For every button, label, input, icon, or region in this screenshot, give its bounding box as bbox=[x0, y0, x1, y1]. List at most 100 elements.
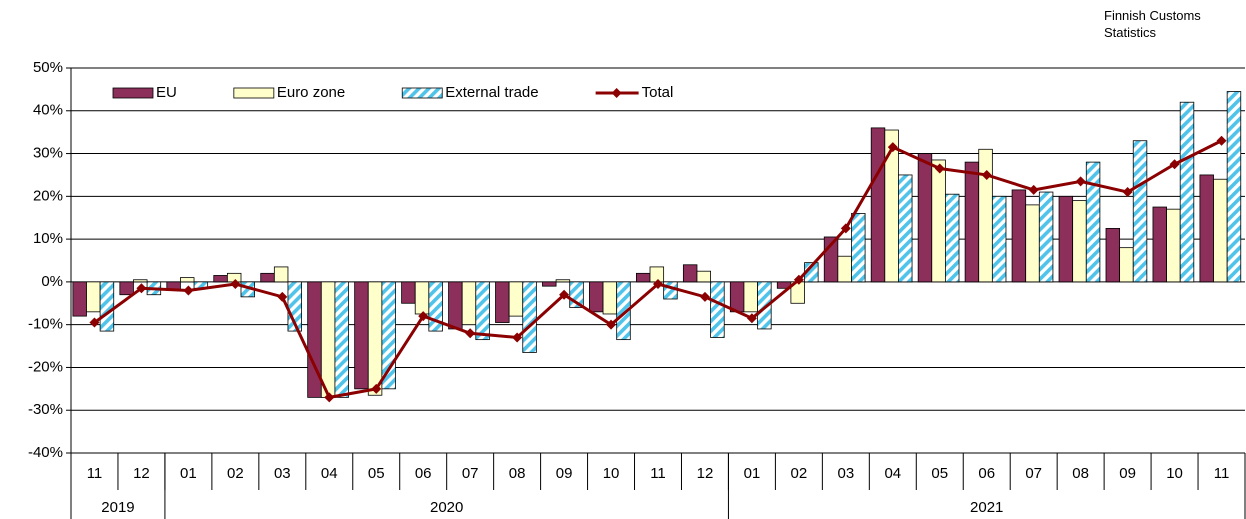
bar bbox=[334, 281, 349, 398]
line-marker bbox=[371, 383, 382, 394]
bar bbox=[1226, 91, 1242, 283]
bar bbox=[729, 281, 745, 313]
bar bbox=[944, 193, 960, 283]
year-label: 2021 bbox=[970, 499, 1003, 516]
bar bbox=[757, 281, 772, 330]
line-marker bbox=[277, 291, 288, 302]
line-marker bbox=[1028, 184, 1039, 195]
line-marker bbox=[1075, 176, 1086, 187]
x-tick-label: 01 bbox=[744, 465, 761, 482]
x-tick-label: 01 bbox=[180, 465, 197, 482]
x-tick-label: 09 bbox=[1119, 465, 1136, 482]
bar bbox=[682, 264, 698, 283]
line-marker bbox=[1169, 159, 1180, 170]
bar bbox=[1152, 206, 1167, 283]
line-marker bbox=[606, 319, 617, 330]
x-tick-label: 08 bbox=[509, 465, 526, 482]
bar bbox=[1132, 140, 1148, 283]
x-tick-label: 09 bbox=[556, 465, 573, 482]
line-marker bbox=[699, 291, 710, 302]
y-tick-label: 50% bbox=[33, 59, 63, 76]
line-marker bbox=[981, 169, 992, 180]
x-tick-label: 02 bbox=[791, 465, 808, 482]
bar bbox=[635, 272, 651, 283]
bar bbox=[649, 266, 665, 283]
x-tick-label: 06 bbox=[415, 465, 432, 482]
x-tick-label: 07 bbox=[1025, 465, 1042, 482]
bar bbox=[72, 281, 87, 317]
legend-label: Euro zone bbox=[277, 84, 345, 101]
y-tick-label: -20% bbox=[28, 358, 63, 375]
legend-label: EU bbox=[156, 84, 177, 101]
x-tick-label: 12 bbox=[133, 465, 150, 482]
bar bbox=[401, 281, 416, 304]
x-tick-label: 05 bbox=[931, 465, 948, 482]
bar bbox=[898, 174, 913, 283]
line-marker bbox=[793, 274, 804, 285]
bar bbox=[931, 159, 946, 283]
x-tick-label: 03 bbox=[837, 465, 854, 482]
y-tick-label: 10% bbox=[33, 230, 63, 247]
line-marker bbox=[230, 279, 241, 290]
bar bbox=[964, 161, 980, 283]
bar bbox=[1038, 191, 1054, 283]
bar bbox=[978, 148, 993, 283]
legend-label: Total bbox=[642, 84, 674, 101]
bar bbox=[99, 281, 115, 332]
bar bbox=[119, 281, 134, 296]
year-label: 2019 bbox=[101, 499, 134, 516]
bar bbox=[414, 281, 430, 315]
bar bbox=[86, 281, 101, 313]
bar bbox=[917, 153, 933, 283]
bar bbox=[1011, 189, 1027, 283]
line-marker bbox=[465, 328, 476, 339]
bar bbox=[273, 266, 289, 283]
bar bbox=[367, 281, 383, 396]
bar bbox=[555, 279, 571, 283]
bar bbox=[991, 195, 1007, 283]
bar bbox=[354, 281, 369, 390]
bar bbox=[616, 281, 631, 341]
bar bbox=[475, 281, 490, 341]
bar bbox=[461, 281, 477, 326]
bar bbox=[1025, 204, 1040, 283]
bar bbox=[837, 255, 852, 283]
legend-swatch bbox=[611, 88, 622, 98]
y-tick-label: 20% bbox=[33, 187, 63, 204]
x-tick-label: 10 bbox=[603, 465, 620, 482]
x-tick-label: 11 bbox=[87, 465, 103, 482]
x-tick-label: 04 bbox=[321, 465, 338, 482]
line-marker bbox=[1122, 187, 1133, 198]
legend-label: External trade bbox=[445, 84, 538, 101]
line-marker bbox=[653, 279, 663, 290]
x-tick-label: 08 bbox=[1072, 465, 1089, 482]
bar bbox=[602, 281, 618, 315]
bar bbox=[589, 281, 604, 313]
bar bbox=[381, 281, 396, 390]
bar bbox=[1085, 161, 1101, 283]
bar bbox=[522, 281, 537, 353]
y-tick-label: -10% bbox=[28, 316, 63, 333]
bar bbox=[851, 213, 866, 283]
bar bbox=[1105, 228, 1121, 283]
bar bbox=[180, 277, 195, 283]
line-marker bbox=[183, 285, 194, 296]
y-tick-label: -30% bbox=[28, 401, 63, 418]
line-marker bbox=[840, 223, 851, 234]
bar bbox=[870, 127, 886, 283]
line-marker bbox=[934, 163, 945, 174]
line-marker bbox=[89, 317, 100, 328]
x-tick-label: 03 bbox=[274, 465, 291, 482]
bar bbox=[743, 281, 758, 313]
y-tick-label: 0% bbox=[41, 273, 63, 290]
line-marker bbox=[512, 332, 523, 343]
line-marker bbox=[559, 289, 570, 300]
line-marker bbox=[418, 311, 429, 322]
line-marker bbox=[887, 142, 898, 153]
bar bbox=[508, 281, 524, 317]
bar bbox=[884, 129, 899, 283]
line-marker bbox=[324, 392, 335, 403]
bar bbox=[1179, 101, 1195, 283]
x-tick-label: 11 bbox=[650, 465, 666, 482]
